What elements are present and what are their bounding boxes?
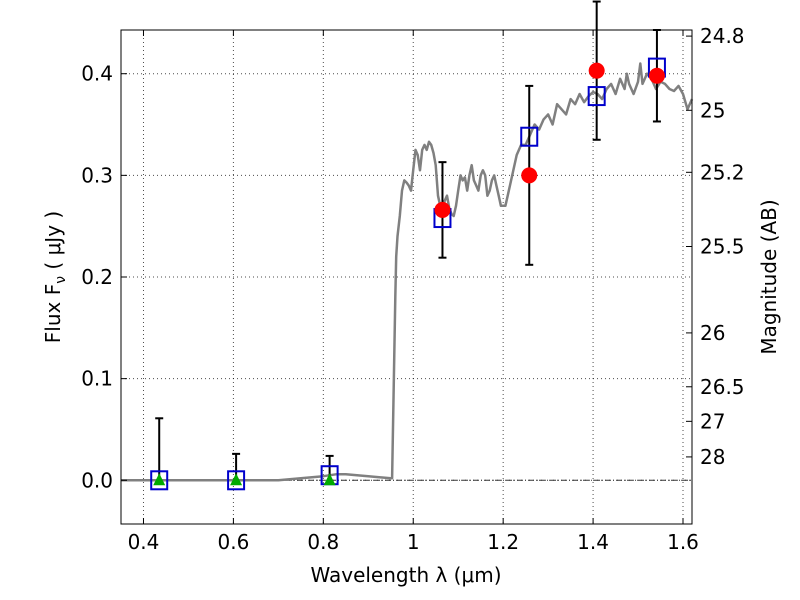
- observed-point: [588, 62, 605, 79]
- observed-point: [434, 201, 451, 218]
- right-tick-label: 25.5: [700, 235, 745, 259]
- upper-limit-triangle-marker: [323, 473, 336, 486]
- x-tick-label: 1.6: [667, 530, 699, 554]
- y-axis-title-unit: ( μJy ): [41, 211, 65, 276]
- right-tick-label: 27: [700, 409, 725, 433]
- x-tick-label: 1.2: [487, 530, 519, 554]
- tick-layer: 0.4 0.6 0.8 1 1.2 1.4 1.6 0.0 0.1 0.2 0.3 0.4 24.8 25…: [81, 24, 744, 554]
- x-tick-label: 1.4: [577, 530, 609, 554]
- y-tick-label: 0.1: [81, 367, 113, 391]
- synthetic-square-marker: [520, 126, 539, 147]
- plot-area: [121, 30, 692, 524]
- x-tick-label: 0.4: [128, 530, 160, 554]
- model-sed-layer: [121, 62, 694, 482]
- model-sed-curve: [121, 62, 694, 482]
- marker-layer: [150, 57, 666, 491]
- synthetic-square-marker: [150, 470, 169, 491]
- right-tick-label: 24.8: [700, 24, 745, 48]
- synthetic-square-marker: [227, 470, 246, 491]
- right-tick-label: 25.2: [700, 160, 745, 184]
- right-tick-label: 26.5: [700, 375, 745, 399]
- y-axis-title: Flux Fν ( μJy ): [41, 211, 69, 343]
- observed-point: [648, 67, 665, 84]
- x-axis-title: Wavelength λ (μm): [310, 563, 501, 587]
- right-tick-label: 26: [700, 321, 725, 345]
- y-tick-label: 0.4: [81, 62, 113, 86]
- right-tick-label: 25: [700, 98, 725, 122]
- synthetic-square-marker: [587, 86, 606, 107]
- y-axis-title-subscript: ν: [53, 276, 69, 284]
- observed-point: [521, 167, 538, 184]
- y-tick-label: 0.2: [81, 265, 113, 289]
- x-tick-label: 0.6: [217, 530, 249, 554]
- x-tick-label: 0.8: [307, 530, 339, 554]
- y-tick-label: 0.3: [81, 163, 113, 187]
- upper-limit-triangle-marker: [230, 473, 243, 486]
- y-axis-title-main: Flux F: [41, 284, 65, 343]
- upper-limit-triangle-marker: [153, 473, 166, 486]
- x-tick-label: 1: [407, 530, 420, 554]
- right-axis-title: Magnitude (AB): [757, 199, 781, 354]
- right-tick-label: 28: [700, 445, 725, 469]
- y-tick-label: 0.0: [81, 468, 113, 492]
